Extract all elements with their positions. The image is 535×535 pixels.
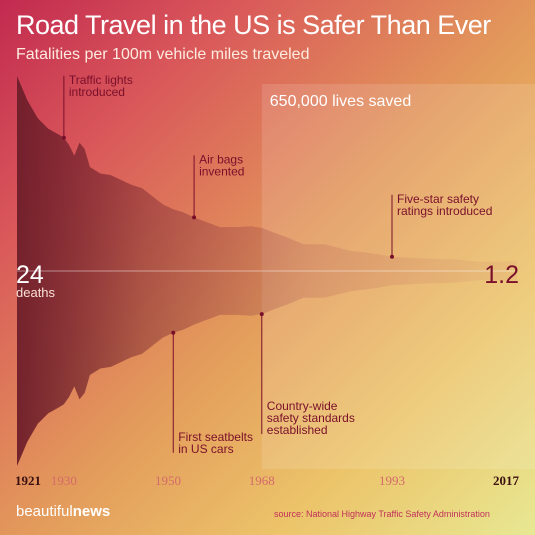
- year-tick-label: 1950: [155, 473, 181, 488]
- annotation-text: Air bags: [199, 152, 243, 166]
- annotation-text: invented: [199, 164, 244, 178]
- start-unit-label: deaths: [16, 285, 56, 300]
- annotation-text: in US cars: [178, 442, 233, 456]
- year-tick-label: 1921: [15, 473, 41, 488]
- annotation-text: introduced: [69, 85, 125, 99]
- brand-light: beautiful: [16, 503, 73, 520]
- year-tick-label: 1993: [379, 473, 405, 488]
- chart-title: Road Travel in the US is Safer Than Ever: [16, 10, 491, 40]
- start-value-label: 24: [16, 261, 44, 289]
- annotation-dot: [192, 215, 197, 220]
- annotation-dot: [259, 312, 264, 317]
- annotation-text: established: [267, 423, 328, 437]
- annotation-dot: [390, 254, 394, 259]
- source-note: source: National Highway Traffic Safety …: [274, 509, 490, 519]
- year-tick-label: 1930: [51, 473, 77, 488]
- annotation-text: First seatbelts: [178, 430, 253, 444]
- annotation-text: Country-wide: [267, 399, 338, 413]
- year-tick-label: 1968: [249, 473, 275, 488]
- end-value-label: 1.2: [484, 261, 519, 289]
- brand-bold: news: [72, 503, 111, 520]
- annotation-text: safety standards: [267, 411, 355, 425]
- fatality-area: [17, 76, 517, 466]
- annotation-text: Five-star safety: [397, 192, 479, 206]
- brand-logo: beautifulnews: [16, 503, 110, 520]
- annotation-dot: [61, 135, 66, 140]
- chart-subtitle: Fatalities per 100m vehicle miles travel…: [16, 46, 310, 63]
- annotation-text: Traffic lights: [69, 73, 133, 87]
- annotation-text: ratings introduced: [397, 204, 492, 218]
- year-tick-label: 2017: [493, 473, 520, 488]
- shaded-region-label: 650,000 lives saved: [270, 93, 411, 110]
- annotation-dot: [171, 330, 176, 335]
